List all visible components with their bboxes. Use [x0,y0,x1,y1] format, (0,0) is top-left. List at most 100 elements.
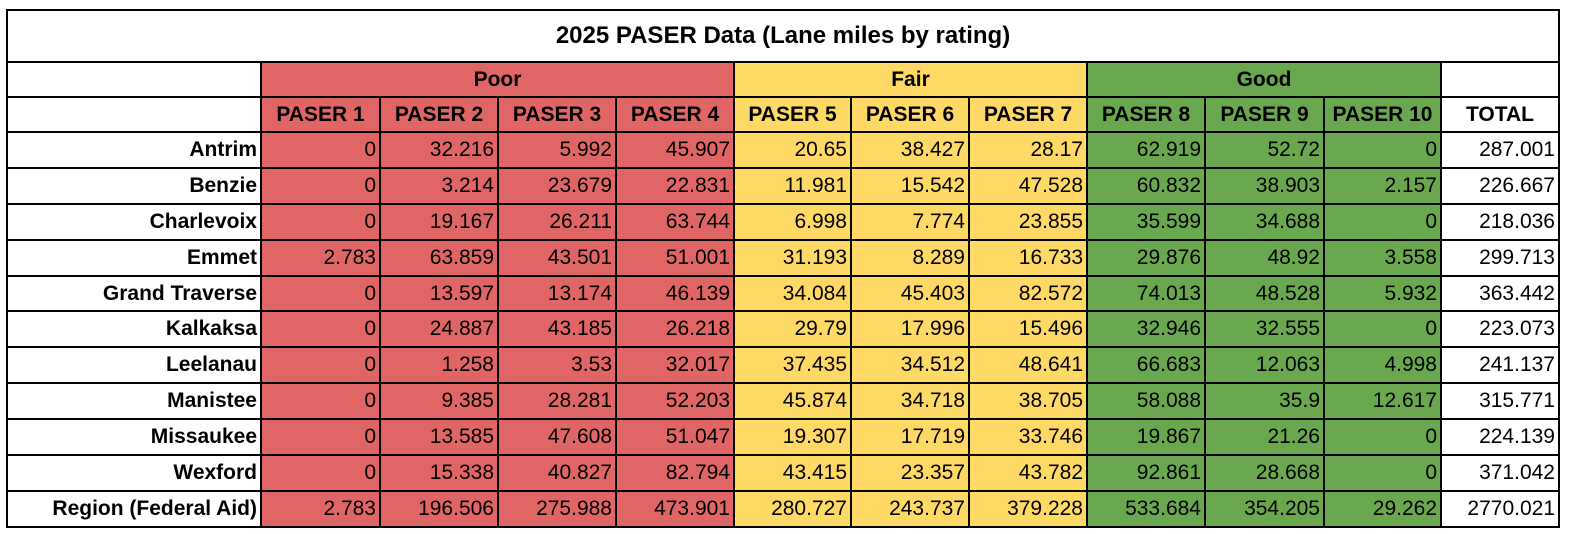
value-cell: 92.861 [1086,454,1206,492]
value-cell: 20.65 [733,131,852,169]
value-cell: 6.998 [733,202,852,241]
value-cell: 3.53 [497,346,617,385]
value-cell: 74.013 [1086,274,1206,313]
row-label: Antrim [6,131,262,169]
row-label: Wexford [6,454,262,492]
value-cell: 473.901 [615,489,735,528]
value-cell: 13.585 [379,418,499,457]
value-cell: 29.876 [1086,238,1206,277]
value-cell: 7.774 [850,202,970,241]
value-cell: 13.174 [497,274,617,313]
table-row: Missaukee 0 13.585 47.608 51.047 19.307 17.719… [6,418,1560,457]
value-cell: 48.92 [1204,238,1325,277]
value-cell: 12.063 [1204,346,1325,385]
column-header-paser-3: PASER 3 [497,96,617,133]
column-header-paser-5: PASER 5 [733,96,852,133]
value-cell: 43.185 [497,310,617,349]
value-cell: 0 [1323,310,1442,349]
value-cell: 23.855 [968,202,1088,241]
value-cell: 354.205 [1204,489,1325,528]
value-cell: 0 [260,166,381,205]
table-row: Leelanau 0 1.258 3.53 32.017 37.435 34.512 48.6… [6,346,1560,385]
value-cell: 52.72 [1204,131,1325,169]
total-cell: 226.667 [1440,166,1560,205]
value-cell: 5.992 [497,131,617,169]
value-cell: 24.887 [379,310,499,349]
value-cell: 45.907 [615,131,735,169]
row-label: Leelanau [6,346,262,385]
value-cell: 13.597 [379,274,499,313]
value-cell: 43.501 [497,238,617,277]
column-header-paser-4: PASER 4 [615,96,735,133]
value-cell: 82.794 [615,454,735,492]
value-cell: 17.719 [850,418,970,457]
value-cell: 28.668 [1204,454,1325,492]
value-cell: 43.415 [733,454,852,492]
value-cell: 8.289 [850,238,970,277]
value-cell: 275.988 [497,489,617,528]
column-header-paser-8: PASER 8 [1086,96,1206,133]
value-cell: 35.599 [1086,202,1206,241]
total-cell: 218.036 [1440,202,1560,241]
value-cell: 23.679 [497,166,617,205]
value-cell: 51.001 [615,238,735,277]
value-cell: 0 [1323,418,1442,457]
value-cell: 28.281 [497,382,617,421]
value-cell: 280.727 [733,489,852,528]
value-cell: 3.558 [1323,238,1442,277]
value-cell: 63.744 [615,202,735,241]
value-cell: 3.214 [379,166,499,205]
value-cell: 0 [260,202,381,241]
value-cell: 12.617 [1323,382,1442,421]
value-cell: 45.874 [733,382,852,421]
row-label: Grand Traverse [6,274,262,313]
table-row: Emmet 2.783 63.859 43.501 51.001 31.193 8.289 1… [6,238,1560,277]
group-header-good: Good [1086,61,1442,98]
value-cell: 34.688 [1204,202,1325,241]
column-header-paser-9: PASER 9 [1204,96,1325,133]
value-cell: 58.088 [1086,382,1206,421]
value-cell: 35.9 [1204,382,1325,421]
value-cell: 0 [1323,131,1442,169]
value-cell: 196.506 [379,489,499,528]
row-label: Benzie [6,166,262,205]
value-cell: 46.139 [615,274,735,313]
column-header-paser-10: PASER 10 [1323,96,1442,133]
value-cell: 0 [260,310,381,349]
value-cell: 48.641 [968,346,1088,385]
value-cell: 40.827 [497,454,617,492]
row-label: Manistee [6,382,262,421]
value-cell: 38.903 [1204,166,1325,205]
value-cell: 19.867 [1086,418,1206,457]
value-cell: 38.427 [850,131,970,169]
total-cell: 224.139 [1440,418,1560,457]
value-cell: 0 [260,454,381,492]
value-cell: 26.218 [615,310,735,349]
value-cell: 11.981 [733,166,852,205]
value-cell: 32.946 [1086,310,1206,349]
value-cell: 52.203 [615,382,735,421]
group-header-poor: Poor [260,61,735,98]
value-cell: 0 [1323,202,1442,241]
value-cell: 4.998 [1323,346,1442,385]
value-cell: 28.17 [968,131,1088,169]
value-cell: 19.307 [733,418,852,457]
value-cell: 379.228 [968,489,1088,528]
blank-group-cell [6,61,262,98]
value-cell: 2.783 [260,489,381,528]
value-cell: 47.608 [497,418,617,457]
value-cell: 15.542 [850,166,970,205]
table-row: Wexford 0 15.338 40.827 82.794 43.415 23.357 43… [6,454,1560,492]
value-cell: 15.338 [379,454,499,492]
value-cell: 23.357 [850,454,970,492]
value-cell: 45.403 [850,274,970,313]
value-cell: 243.737 [850,489,970,528]
value-cell: 19.167 [379,202,499,241]
value-cell: 33.746 [968,418,1088,457]
value-cell: 1.258 [379,346,499,385]
table-title: 2025 PASER Data (Lane miles by rating) [6,9,1560,63]
total-cell: 2770.021 [1440,489,1560,528]
value-cell: 62.919 [1086,131,1206,169]
value-cell: 43.782 [968,454,1088,492]
value-cell: 32.216 [379,131,499,169]
